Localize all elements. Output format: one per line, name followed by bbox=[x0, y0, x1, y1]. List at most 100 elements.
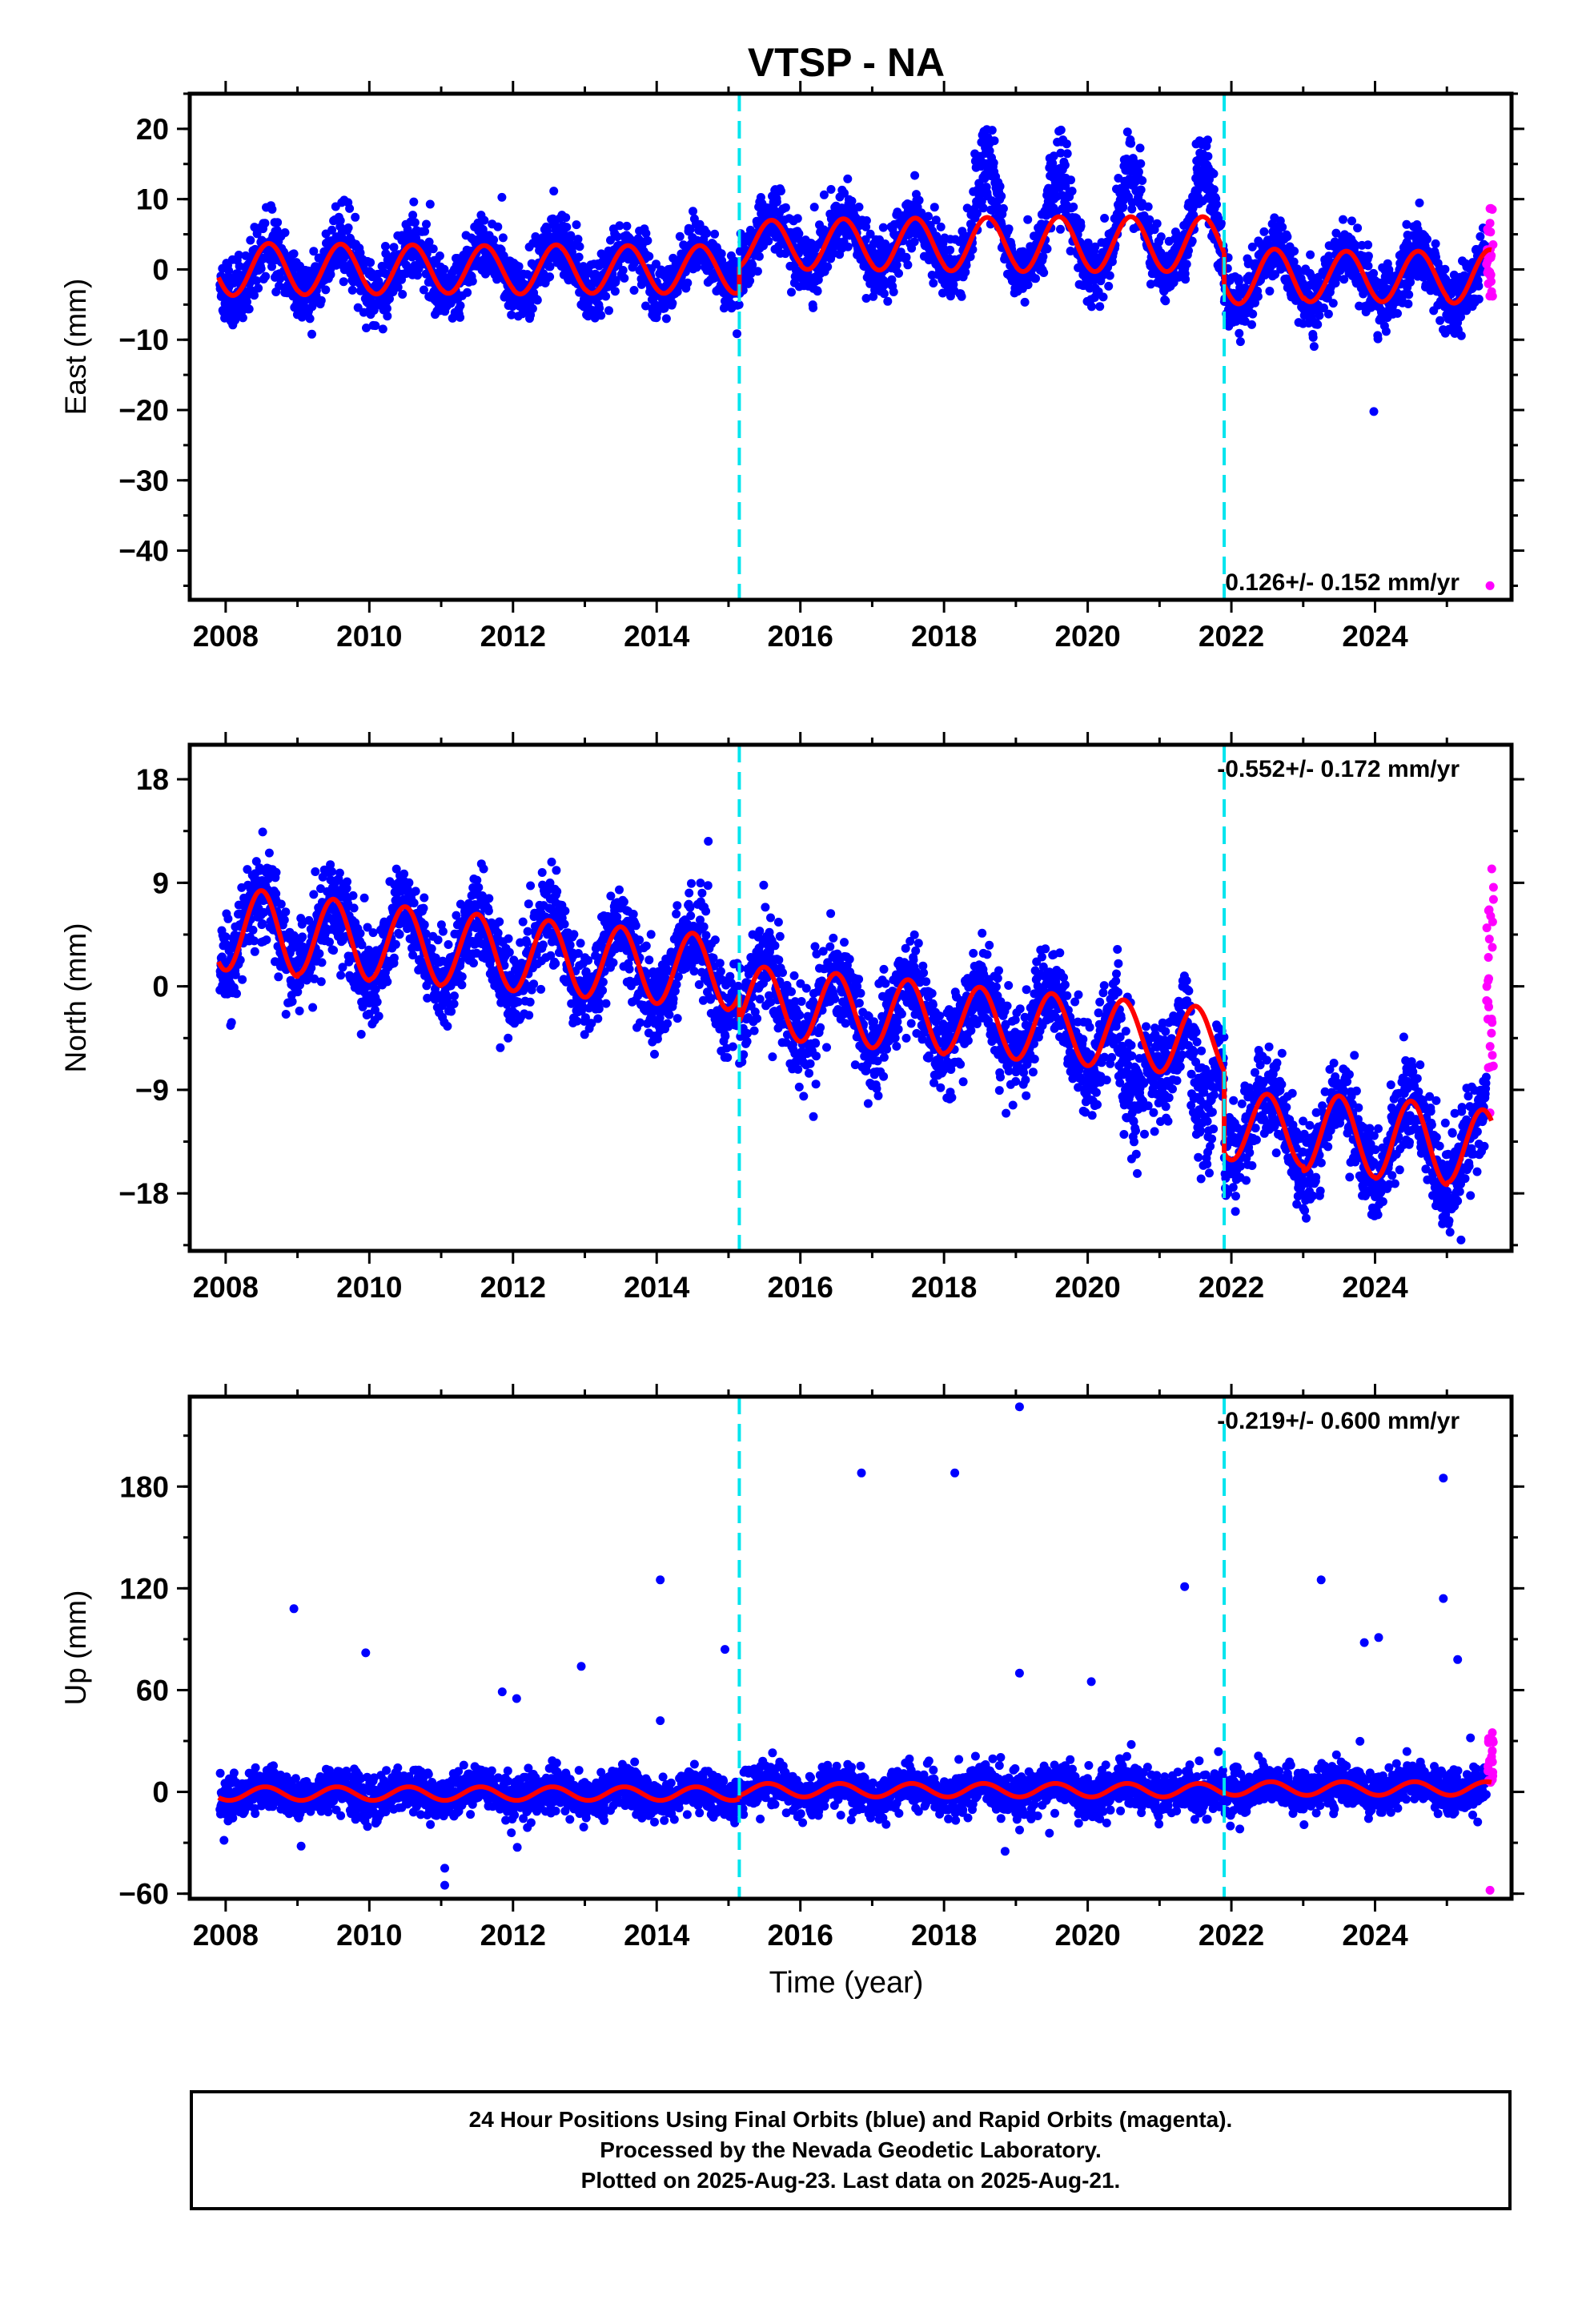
data-point bbox=[997, 191, 1006, 201]
data-point bbox=[1278, 223, 1287, 232]
data-point bbox=[772, 197, 781, 207]
data-point bbox=[629, 286, 639, 295]
data-point bbox=[987, 126, 997, 135]
data-point bbox=[1042, 244, 1052, 254]
data-point bbox=[861, 216, 871, 225]
data-point bbox=[1373, 334, 1383, 344]
data-point bbox=[1259, 227, 1269, 236]
data-point bbox=[235, 262, 244, 271]
data-point bbox=[1143, 202, 1153, 211]
data-point bbox=[995, 182, 1005, 191]
data-point bbox=[355, 929, 365, 938]
data-point bbox=[1067, 187, 1077, 196]
data-point bbox=[1328, 299, 1338, 308]
data-point bbox=[717, 255, 727, 265]
data-point bbox=[1136, 159, 1146, 168]
data-point bbox=[1056, 125, 1066, 135]
data-point bbox=[1138, 176, 1147, 185]
x-tick-label: 2010 bbox=[336, 620, 402, 653]
data-point bbox=[1247, 320, 1256, 329]
data-point bbox=[363, 923, 372, 932]
data-point bbox=[271, 889, 281, 899]
data-point bbox=[374, 1011, 383, 1021]
data-point bbox=[335, 868, 344, 878]
data-point bbox=[606, 235, 615, 245]
data-point bbox=[244, 304, 254, 314]
data-point bbox=[1474, 281, 1484, 291]
data-point bbox=[371, 321, 380, 331]
data-point bbox=[545, 262, 555, 271]
data-point bbox=[273, 218, 283, 227]
data-point bbox=[398, 290, 408, 299]
x-tick-label: 2022 bbox=[1199, 620, 1264, 653]
data-point bbox=[962, 260, 971, 270]
data-point bbox=[424, 237, 434, 247]
data-point bbox=[1004, 224, 1014, 234]
data-point bbox=[865, 229, 875, 239]
data-point bbox=[295, 980, 304, 990]
data-point bbox=[248, 925, 258, 935]
rapid-outlier-point bbox=[1485, 581, 1495, 590]
data-point bbox=[400, 869, 409, 879]
data-point bbox=[1404, 290, 1414, 300]
data-point bbox=[326, 270, 335, 279]
data-point bbox=[298, 932, 307, 942]
y-tick-label: 20 bbox=[136, 113, 169, 146]
data-point bbox=[840, 188, 849, 198]
data-point bbox=[1203, 135, 1212, 145]
data-point bbox=[1309, 342, 1319, 352]
data-point bbox=[1098, 292, 1108, 302]
data-point bbox=[1152, 219, 1162, 228]
data-point bbox=[258, 827, 267, 837]
data-point bbox=[1083, 238, 1093, 247]
data-point bbox=[444, 940, 453, 949]
data-point bbox=[946, 245, 955, 255]
data-point bbox=[622, 221, 632, 231]
data-point bbox=[962, 203, 972, 213]
data-point bbox=[507, 310, 516, 320]
data-point bbox=[227, 1018, 236, 1027]
y-tick-label: 10 bbox=[136, 183, 169, 216]
data-point bbox=[675, 231, 685, 241]
data-point bbox=[410, 218, 420, 227]
data-point bbox=[1087, 302, 1096, 312]
data-point bbox=[1020, 297, 1030, 307]
data-point bbox=[234, 251, 243, 259]
data-point bbox=[1049, 151, 1058, 161]
data-point bbox=[1187, 236, 1197, 246]
data-point bbox=[968, 245, 978, 255]
data-point bbox=[287, 997, 297, 1007]
data-point bbox=[250, 936, 259, 946]
data-point bbox=[310, 974, 319, 983]
data-point bbox=[794, 229, 804, 239]
y-axis-ticks bbox=[177, 92, 1524, 587]
data-point bbox=[1135, 143, 1145, 153]
data-point bbox=[1069, 202, 1078, 211]
data-point bbox=[326, 860, 335, 870]
data-point bbox=[378, 324, 387, 334]
data-point bbox=[411, 887, 420, 896]
data-point bbox=[545, 272, 555, 282]
data-point bbox=[668, 299, 677, 308]
data-point bbox=[615, 221, 624, 231]
data-point bbox=[264, 848, 274, 858]
data-point bbox=[809, 303, 818, 312]
data-point bbox=[909, 237, 919, 247]
data-point bbox=[1066, 247, 1075, 255]
x-tick-label: 2024 bbox=[1342, 620, 1408, 653]
data-point bbox=[281, 1010, 291, 1019]
data-point bbox=[1289, 257, 1299, 267]
data-point bbox=[1363, 261, 1373, 271]
data-point bbox=[924, 211, 933, 221]
data-point bbox=[327, 866, 337, 876]
data-point bbox=[1100, 214, 1110, 223]
data-point bbox=[275, 274, 285, 283]
data-point bbox=[702, 228, 712, 238]
data-point bbox=[420, 893, 429, 903]
data-point bbox=[1126, 139, 1136, 148]
data-point bbox=[777, 187, 785, 195]
data-point bbox=[327, 225, 337, 235]
data-point bbox=[221, 932, 231, 942]
data-point bbox=[1023, 280, 1033, 290]
